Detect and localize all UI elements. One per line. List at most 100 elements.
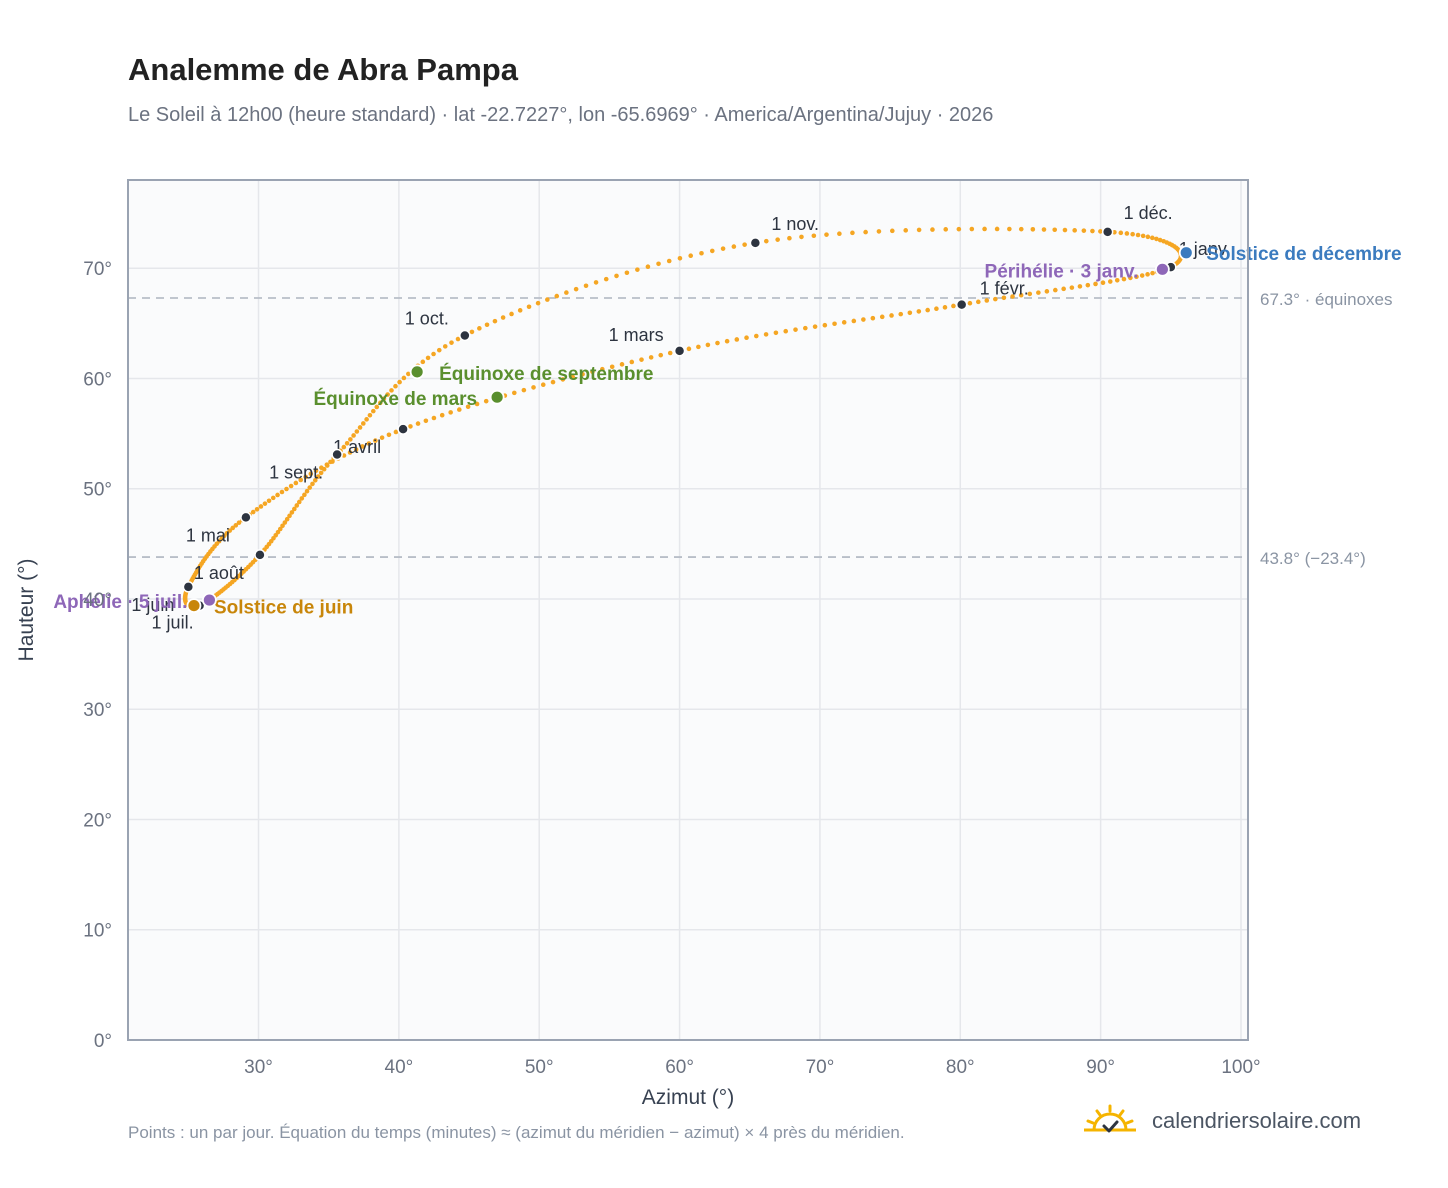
- daily-point: [583, 283, 589, 289]
- x-tick-label: 50°: [525, 1057, 554, 1078]
- daily-point: [1007, 226, 1012, 232]
- daily-point: [742, 242, 747, 247]
- daily-point: [366, 441, 372, 446]
- daily-point: [284, 516, 290, 522]
- daily-point: [667, 350, 673, 356]
- reference-line-label: 43.8° (−23.4°): [1260, 549, 1366, 568]
- daily-point: [580, 371, 585, 377]
- daily-point: [624, 270, 630, 276]
- chart-title: Analemme de Abra Pampa: [128, 52, 518, 87]
- daily-point: [341, 453, 347, 458]
- daily-point: [307, 485, 313, 490]
- daily-point: [1098, 229, 1103, 234]
- y-tick-label: 0°: [94, 1031, 112, 1052]
- daily-point: [930, 227, 935, 232]
- daily-point: [521, 387, 527, 393]
- reference-line-label: 67.3° · équinoxes: [1260, 290, 1393, 309]
- daily-point: [303, 474, 309, 480]
- daily-point: [1093, 281, 1098, 287]
- daily-point: [374, 404, 380, 410]
- x-tick-label: 100°: [1221, 1057, 1260, 1078]
- daily-point: [293, 480, 299, 486]
- daily-point: [889, 313, 894, 318]
- daily-point: [720, 246, 726, 251]
- daily-point: [1053, 287, 1058, 293]
- daily-point: [1154, 236, 1159, 242]
- daily-point: [448, 410, 453, 415]
- month-label: 1 août: [194, 563, 244, 583]
- daily-point: [347, 450, 353, 455]
- daily-point: [837, 231, 842, 237]
- month-marker: [182, 581, 195, 593]
- daily-point: [377, 400, 383, 406]
- daily-point: [509, 311, 514, 317]
- sun-logo-icon: [1084, 1104, 1136, 1133]
- daily-point: [233, 523, 239, 528]
- daily-point: [956, 226, 962, 232]
- daily-point: [280, 523, 285, 529]
- month-marker: [331, 448, 343, 461]
- daily-point: [425, 355, 431, 361]
- daily-point: [656, 261, 661, 267]
- daily-point: [609, 364, 615, 370]
- y-tick-label: 50°: [83, 480, 112, 501]
- daily-point: [324, 463, 330, 468]
- daily-point: [230, 525, 236, 531]
- daily-point: [288, 483, 294, 489]
- daily-point: [861, 317, 866, 322]
- footer-note: Points : un par jour. Équation du temps …: [128, 1123, 905, 1142]
- daily-point: [994, 226, 1000, 232]
- event-markers: Solstice de décembre Périhélie · 3 janv. É…: [53, 244, 1401, 619]
- daily-point: [266, 498, 272, 504]
- daily-point: [321, 466, 327, 472]
- daily-point: [449, 340, 454, 345]
- month-label: 1 févr.: [980, 279, 1029, 299]
- daily-point: [431, 415, 437, 421]
- daily-point: [344, 440, 350, 446]
- daily-point: [292, 506, 297, 512]
- daily-point: [236, 520, 242, 525]
- daily-point: [709, 248, 715, 254]
- y-tick-label: 60°: [83, 369, 112, 390]
- daily-point: [469, 329, 475, 335]
- daily-point: [353, 447, 359, 452]
- daily-point: [590, 369, 595, 375]
- daily-point: [1001, 295, 1007, 301]
- daily-point: [907, 310, 913, 316]
- daily-point: [951, 303, 956, 309]
- event-label: Périhélie · 3 janv.: [985, 261, 1139, 282]
- x-tick-label: 40°: [385, 1057, 414, 1078]
- daily-point: [312, 477, 318, 483]
- y-tick-label: 40°: [83, 590, 112, 611]
- daily-point: [754, 333, 759, 339]
- daily-point: [328, 459, 333, 465]
- daily-point: [535, 300, 541, 306]
- daily-point: [1069, 285, 1075, 290]
- daily-point: [406, 371, 411, 377]
- y-tick-label: 70°: [83, 259, 112, 280]
- daily-point: [705, 342, 711, 348]
- daily-point: [554, 293, 560, 299]
- daily-point: [354, 429, 360, 434]
- daily-point: [360, 444, 365, 449]
- daily-point: [984, 298, 990, 303]
- daily-point: [1145, 234, 1151, 240]
- daily-point: [603, 276, 609, 282]
- x-tick-label: 60°: [665, 1057, 694, 1078]
- month-label: 1 sept.: [269, 463, 323, 483]
- event-marker: [1178, 245, 1194, 261]
- daily-point: [1100, 280, 1106, 286]
- month-label: 1 juin: [131, 595, 174, 615]
- daily-point: [764, 238, 769, 244]
- daily-point: [648, 355, 654, 360]
- month-label: 1 avril: [333, 437, 381, 457]
- daily-point: [270, 495, 276, 501]
- daily-point: [1150, 235, 1155, 241]
- reference-lines: 67.3° · équinoxes 43.8° (−23.4°): [128, 290, 1393, 568]
- daily-point: [275, 492, 280, 498]
- daily-point: [1128, 275, 1133, 281]
- daily-point: [824, 232, 829, 237]
- daily-point: [916, 227, 922, 233]
- daily-point: [1134, 274, 1139, 280]
- daily-point: [287, 513, 292, 519]
